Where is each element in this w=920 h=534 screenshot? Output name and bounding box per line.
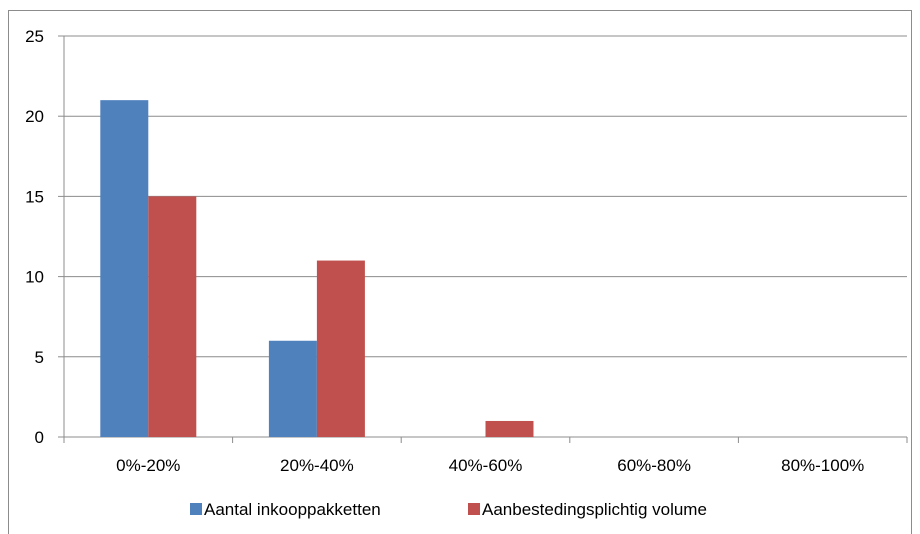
legend-label: Aantal inkooppakketten [204, 500, 381, 519]
bar-aantal-inkooppakketten [100, 100, 149, 437]
y-tick-labels: 0 5 10 15 20 25 [25, 27, 44, 447]
x-category-label: 40%-60% [449, 456, 523, 475]
bar-aantal-inkooppakketten [268, 340, 317, 437]
y-tick-label: 20 [25, 107, 44, 126]
bars [100, 100, 534, 437]
legend-swatch [190, 503, 202, 515]
x-category-labels: 0%-20% 20%-40% 40%-60% 60%-80% 80%-100% [116, 456, 864, 475]
x-category-label: 20%-40% [280, 456, 354, 475]
chart-frame [8, 10, 912, 534]
bar-aanbestedingsplichtig-volume [148, 196, 197, 437]
gridlines [64, 35, 907, 358]
legend-swatch [468, 503, 480, 515]
x-category-label: 60%-80% [617, 456, 691, 475]
legend-label: Aanbestedingsplichtig volume [482, 500, 707, 519]
x-category-label: 0%-20% [116, 456, 180, 475]
y-tick-label: 0 [35, 428, 44, 447]
y-tick-label: 25 [25, 27, 44, 46]
y-tick-label: 15 [25, 187, 44, 206]
x-category-label: 80%-100% [781, 456, 864, 475]
y-tick-label: 5 [35, 348, 44, 367]
bar-aanbestedingsplichtig-volume [316, 260, 365, 437]
bar-aanbestedingsplichtig-volume [485, 420, 534, 437]
legend: Aantal inkooppakketten Aanbestedingsplich… [190, 500, 707, 519]
y-tick-label: 10 [25, 268, 44, 287]
